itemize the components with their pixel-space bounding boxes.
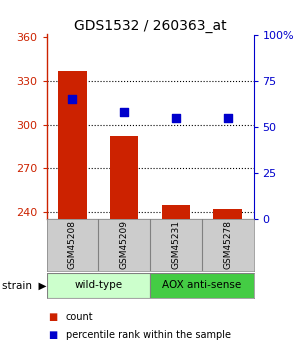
- Text: percentile rank within the sample: percentile rank within the sample: [66, 330, 231, 339]
- Text: ■: ■: [48, 312, 57, 322]
- Bar: [58, 71, 87, 345]
- Point: [122, 109, 127, 115]
- Text: GSM45278: GSM45278: [223, 220, 232, 269]
- Text: ■: ■: [48, 330, 57, 339]
- Bar: [110, 136, 138, 345]
- Bar: [46, 273, 150, 298]
- Text: strain  ▶: strain ▶: [2, 280, 46, 290]
- Text: count: count: [66, 312, 94, 322]
- Bar: [150, 273, 254, 298]
- Point: [70, 96, 75, 102]
- Bar: [213, 209, 242, 345]
- Bar: [162, 205, 190, 345]
- Text: GSM45209: GSM45209: [120, 220, 129, 269]
- Text: wild-type: wild-type: [74, 280, 122, 290]
- Text: GSM45231: GSM45231: [171, 220, 180, 269]
- Text: GSM45208: GSM45208: [68, 220, 77, 269]
- Title: GDS1532 / 260363_at: GDS1532 / 260363_at: [74, 19, 226, 33]
- Point: [225, 115, 230, 120]
- Point: [173, 115, 178, 120]
- Text: AOX anti-sense: AOX anti-sense: [162, 280, 242, 290]
